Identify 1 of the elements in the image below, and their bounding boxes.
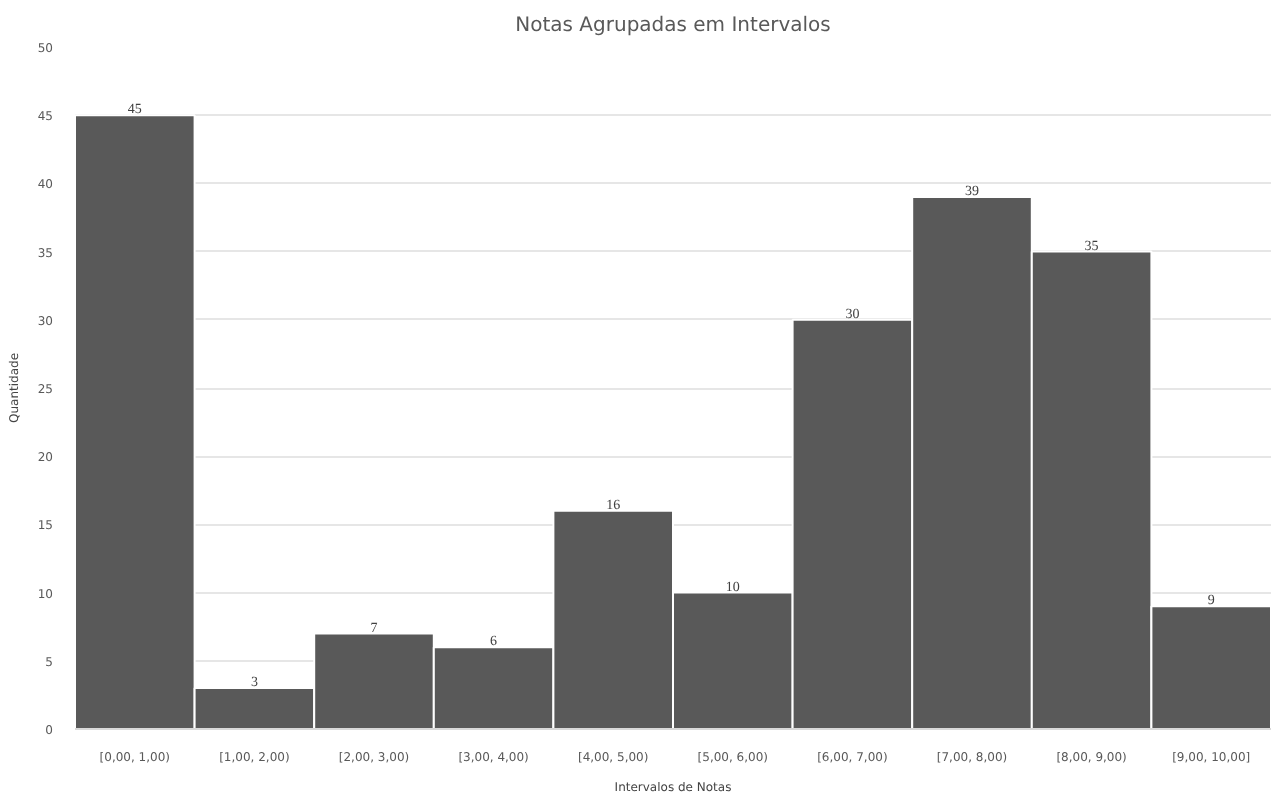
chart-title: Notas Agrupadas em Intervalos	[515, 15, 831, 37]
